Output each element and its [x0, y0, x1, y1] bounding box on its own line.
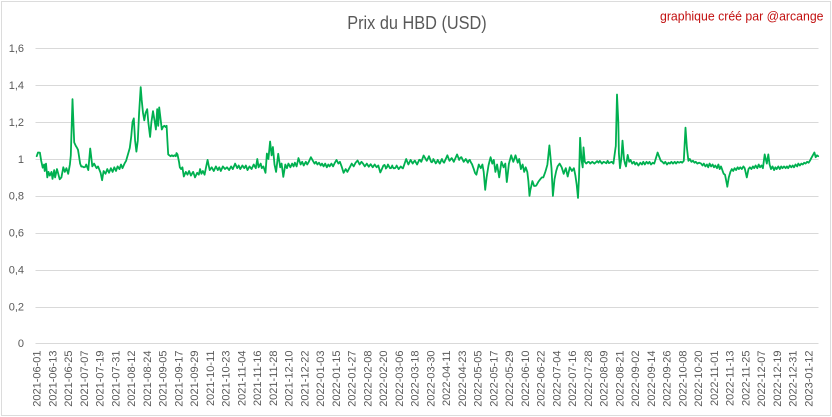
- svg-text:2021-08-24: 2021-08-24: [142, 351, 154, 407]
- svg-text:2022-04-23: 2022-04-23: [457, 351, 469, 407]
- svg-text:2021-10-23: 2021-10-23: [221, 351, 233, 407]
- svg-text:0,6: 0,6: [9, 228, 24, 240]
- svg-text:2021-06-25: 2021-06-25: [63, 351, 75, 407]
- svg-text:2022-09-26: 2022-09-26: [662, 351, 674, 407]
- svg-text:2022-04-11: 2022-04-11: [441, 351, 453, 406]
- svg-text:2022-11-25: 2022-11-25: [741, 351, 753, 406]
- svg-text:2022-07-28: 2022-07-28: [583, 351, 595, 407]
- svg-text:0,8: 0,8: [9, 191, 24, 203]
- svg-text:1,4: 1,4: [9, 80, 24, 92]
- svg-text:0: 0: [18, 338, 24, 350]
- svg-text:2021-11-04: 2021-11-04: [236, 351, 248, 406]
- svg-text:2021-09-05: 2021-09-05: [158, 351, 170, 407]
- svg-text:2023-01-12: 2023-01-12: [804, 351, 816, 407]
- svg-text:1,6: 1,6: [9, 43, 24, 55]
- svg-text:2022-09-14: 2022-09-14: [646, 351, 658, 407]
- svg-text:2021-07-31: 2021-07-31: [111, 351, 123, 407]
- svg-text:2022-09-02: 2022-09-02: [630, 351, 642, 407]
- svg-text:2022-11-01: 2022-11-01: [709, 351, 721, 406]
- svg-text:2021-09-17: 2021-09-17: [173, 351, 185, 407]
- svg-text:2022-08-09: 2022-08-09: [599, 351, 611, 407]
- svg-text:2022-05-17: 2022-05-17: [488, 351, 500, 407]
- svg-text:2022-10-08: 2022-10-08: [678, 351, 690, 407]
- svg-text:2022-02-20: 2022-02-20: [378, 351, 390, 407]
- svg-text:graphique créé par @arcange: graphique créé par @arcange: [660, 9, 824, 24]
- svg-text:2021-08-12: 2021-08-12: [126, 351, 138, 407]
- svg-text:2021-07-19: 2021-07-19: [95, 351, 107, 407]
- svg-text:2022-12-07: 2022-12-07: [756, 351, 768, 407]
- svg-text:2022-11-13: 2022-11-13: [725, 351, 737, 406]
- svg-text:2021-10-11: 2021-10-11: [205, 351, 217, 406]
- svg-text:2022-03-18: 2022-03-18: [410, 351, 422, 407]
- svg-text:1,2: 1,2: [9, 117, 24, 129]
- svg-text:2022-12-19: 2022-12-19: [772, 351, 784, 407]
- svg-text:2022-02-08: 2022-02-08: [362, 351, 374, 407]
- svg-text:2022-01-15: 2022-01-15: [331, 351, 343, 407]
- svg-text:2022-06-22: 2022-06-22: [536, 351, 548, 407]
- svg-text:2022-12-31: 2022-12-31: [788, 351, 800, 407]
- svg-text:2022-03-06: 2022-03-06: [394, 351, 406, 407]
- svg-text:2021-07-07: 2021-07-07: [79, 351, 91, 407]
- svg-text:2021-12-10: 2021-12-10: [284, 351, 296, 407]
- svg-text:2021-12-22: 2021-12-22: [299, 351, 311, 407]
- svg-text:2022-07-04: 2022-07-04: [552, 351, 564, 407]
- svg-text:2022-05-29: 2022-05-29: [504, 351, 516, 407]
- svg-text:2021-11-28: 2021-11-28: [268, 351, 280, 406]
- svg-text:0,4: 0,4: [9, 264, 24, 276]
- svg-text:2022-10-20: 2022-10-20: [693, 351, 705, 407]
- svg-text:2022-01-03: 2022-01-03: [315, 351, 327, 407]
- svg-text:1: 1: [18, 154, 24, 166]
- svg-text:2022-05-05: 2022-05-05: [473, 351, 485, 407]
- svg-text:2022-03-30: 2022-03-30: [425, 351, 437, 407]
- svg-text:2022-07-16: 2022-07-16: [567, 351, 579, 407]
- svg-text:2022-08-21: 2022-08-21: [615, 351, 627, 407]
- svg-text:2021-06-13: 2021-06-13: [48, 351, 60, 407]
- svg-text:2021-11-16: 2021-11-16: [252, 351, 264, 406]
- svg-text:2021-06-01: 2021-06-01: [32, 351, 44, 407]
- svg-text:2022-06-10: 2022-06-10: [520, 351, 532, 407]
- svg-text:2022-01-27: 2022-01-27: [347, 351, 359, 407]
- svg-text:0,2: 0,2: [9, 301, 24, 313]
- svg-text:2021-09-29: 2021-09-29: [189, 351, 201, 407]
- svg-text:Prix du HBD (USD): Prix du HBD (USD): [347, 13, 487, 33]
